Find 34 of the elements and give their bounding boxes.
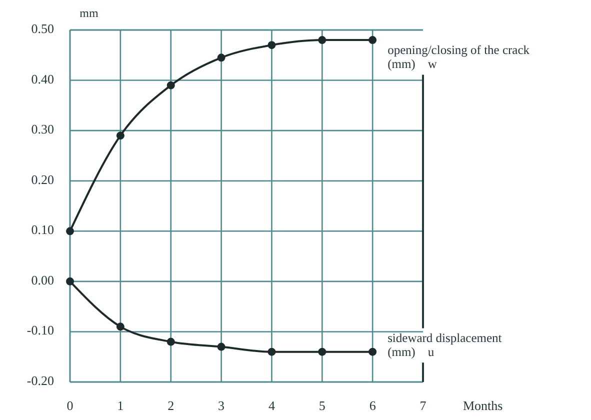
x-tick-label: 2 — [168, 398, 174, 413]
x-tick-label: 5 — [318, 398, 326, 413]
point — [318, 348, 326, 356]
point — [217, 342, 226, 351]
y-tick-label: -0.10 — [26, 322, 54, 338]
y-tick-label: -0.20 — [26, 372, 54, 388]
y-axis-title: mm — [80, 6, 99, 20]
point — [116, 322, 124, 331]
point — [268, 348, 276, 356]
y-tick-label: 0.10 — [31, 222, 54, 238]
point — [268, 41, 276, 50]
point — [217, 54, 226, 62]
x-axis-title: Months — [463, 398, 503, 413]
point — [66, 227, 74, 236]
x-tick-label: 6 — [369, 398, 376, 413]
x-tick-label: 4 — [268, 398, 276, 413]
y-tick-label: 0.40 — [31, 71, 54, 86]
point — [166, 81, 175, 90]
y-tick-label: 0.50 — [31, 20, 54, 36]
point — [368, 348, 377, 356]
y-tick-label: 0.20 — [31, 172, 54, 187]
point — [318, 36, 326, 44]
series-label: opening/closing of the crack (mm) w — [388, 43, 530, 72]
series-label: sideward displacement (mm) u — [388, 330, 502, 359]
x-tick-label: 0 — [66, 398, 74, 413]
point — [166, 338, 175, 346]
x-tick-label: 3 — [218, 398, 225, 413]
y-tick-label: 0.00 — [31, 272, 54, 288]
y-tick-label: 0.30 — [31, 122, 54, 137]
point — [66, 277, 74, 286]
x-tick-label: 1 — [117, 398, 124, 413]
point — [116, 132, 124, 140]
point — [368, 36, 377, 44]
x-tick-label: 7 — [420, 398, 427, 413]
